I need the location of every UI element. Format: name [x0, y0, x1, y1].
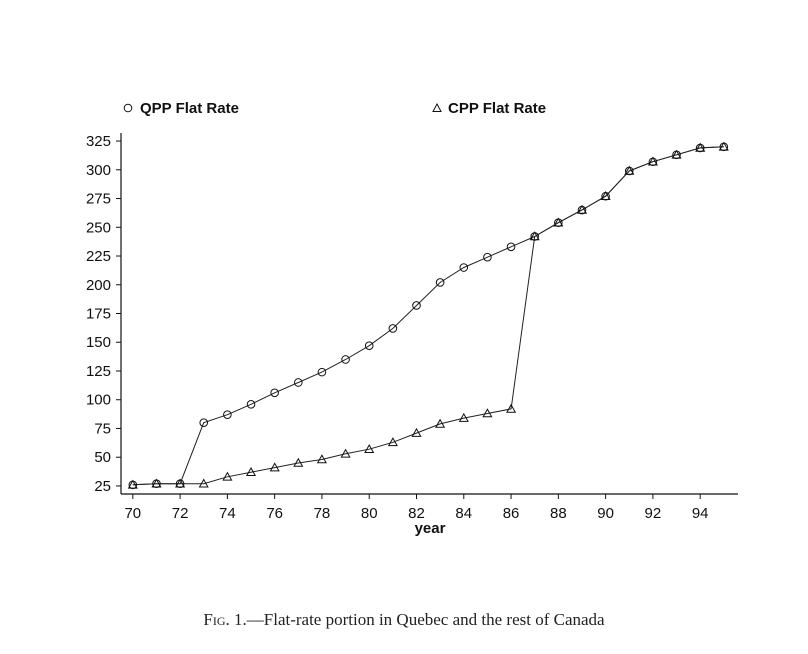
y-tick-label: 75	[94, 420, 111, 437]
qpp-point	[388, 324, 398, 333]
y-tick-label: 150	[86, 334, 111, 351]
qpp-point	[459, 263, 469, 272]
qpp-point	[293, 378, 303, 387]
cpp-point	[458, 412, 469, 422]
y-tick-label: 50	[94, 449, 111, 466]
series-group	[127, 141, 729, 490]
y-tick-label: 325	[86, 133, 111, 150]
cpp-point	[127, 479, 138, 489]
cpp-point	[151, 478, 162, 488]
cpp-point	[198, 478, 209, 488]
legend-marker-qpp	[123, 103, 133, 113]
legend-label-cpp: CPP Flat Rate	[448, 100, 546, 117]
x-tick-label: 70	[124, 505, 141, 522]
cpp-point	[435, 418, 446, 428]
cpp-point	[600, 190, 611, 200]
x-tick-label: 86	[503, 505, 520, 522]
qpp-point	[364, 341, 374, 350]
qpp-point	[246, 400, 256, 409]
cpp-point	[293, 457, 304, 467]
legend-label-qpp: QPP Flat Rate	[140, 100, 239, 117]
cpp-point	[671, 149, 682, 159]
caption-prefix: Fig	[203, 610, 226, 629]
x-tick-label: 72	[172, 505, 189, 522]
y-tick-label: 225	[86, 248, 111, 265]
cpp-point	[553, 217, 564, 227]
y-tick-label: 250	[86, 219, 111, 236]
cpp-point	[576, 204, 588, 214]
series-line-cpp	[132, 146, 724, 486]
cpp-point	[245, 466, 257, 476]
y-tick-label: 300	[86, 162, 111, 179]
qpp-point	[317, 367, 327, 377]
cpp-point	[364, 443, 375, 453]
x-tick-label: 78	[314, 505, 331, 522]
x-tick-label: 92	[645, 505, 662, 522]
x-tick-label: 80	[361, 505, 378, 522]
x-tick-label: 76	[266, 505, 283, 522]
y-tick-label: 275	[86, 191, 111, 208]
cpp-point	[506, 403, 517, 413]
x-tick-label: 74	[219, 505, 236, 522]
cpp-point	[316, 454, 327, 464]
x-axis-label: year	[415, 520, 446, 537]
qpp-point	[412, 301, 421, 310]
qpp-point	[506, 242, 516, 252]
x-tick-label: 84	[455, 505, 472, 522]
cpp-point	[647, 156, 658, 166]
legend: QPP Flat Rate CPP Flat Rate	[123, 100, 546, 117]
qpp-point	[341, 355, 350, 364]
cpp-point	[387, 437, 398, 447]
series-line-qpp	[132, 146, 724, 486]
qpp-point	[483, 252, 492, 262]
cpp-point	[718, 141, 729, 151]
cpp-point	[482, 408, 493, 418]
cpp-point	[340, 448, 351, 458]
y-tick-label: 100	[86, 392, 111, 409]
y-tick-label: 200	[86, 277, 111, 294]
cpp-point	[529, 231, 540, 241]
x-tick-label: 94	[692, 505, 709, 522]
cpp-point	[222, 471, 233, 481]
qpp-point	[223, 410, 232, 419]
legend-marker-cpp	[432, 102, 442, 112]
qpp-point	[270, 388, 279, 398]
x-tick-label: 90	[597, 505, 614, 522]
y-tick-label: 175	[86, 306, 111, 323]
y-tick-label: 125	[86, 363, 111, 380]
x-tick-label: 82	[408, 505, 425, 522]
cpp-point	[695, 142, 706, 152]
cpp-point	[269, 462, 280, 472]
qpp-point	[435, 278, 445, 287]
figure-caption: Fig. 1.—Flat-rate portion in Quebec and …	[0, 610, 808, 630]
caption-text: . 1.—Flat-rate portion in Quebec and the…	[225, 610, 605, 629]
x-tick-label: 88	[550, 505, 567, 522]
qpp-point	[199, 418, 209, 428]
axes: 25 50 75 100 125 150 175 200 225 250 275 300 325 70 72…	[86, 133, 738, 522]
cpp-point	[411, 427, 422, 437]
cpp-point	[624, 165, 635, 175]
y-tick-label: 25	[94, 478, 111, 495]
cpp-point	[175, 478, 186, 488]
